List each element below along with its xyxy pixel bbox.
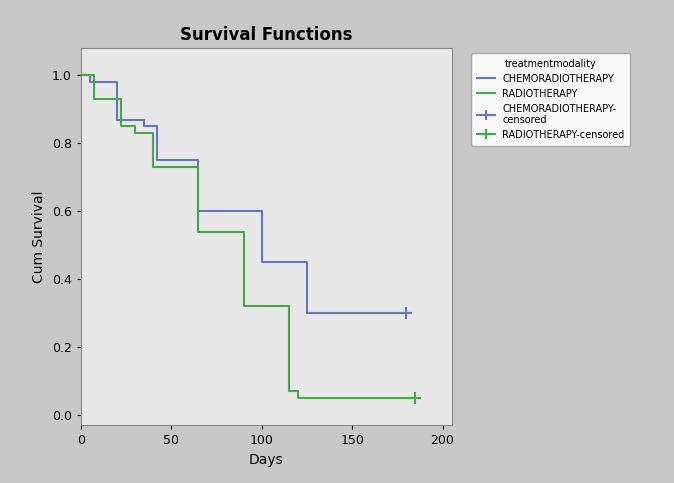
Legend: CHEMORADIOTHERAPY, RADIOTHERAPY, CHEMORADIOTHERAPY-
censored, RADIOTHERAPY-censo: CHEMORADIOTHERAPY, RADIOTHERAPY, CHEMORA… [471, 53, 630, 146]
X-axis label: Days: Days [249, 453, 284, 467]
Y-axis label: Cum Survival: Cum Survival [32, 190, 47, 283]
Title: Survival Functions: Survival Functions [180, 26, 353, 44]
